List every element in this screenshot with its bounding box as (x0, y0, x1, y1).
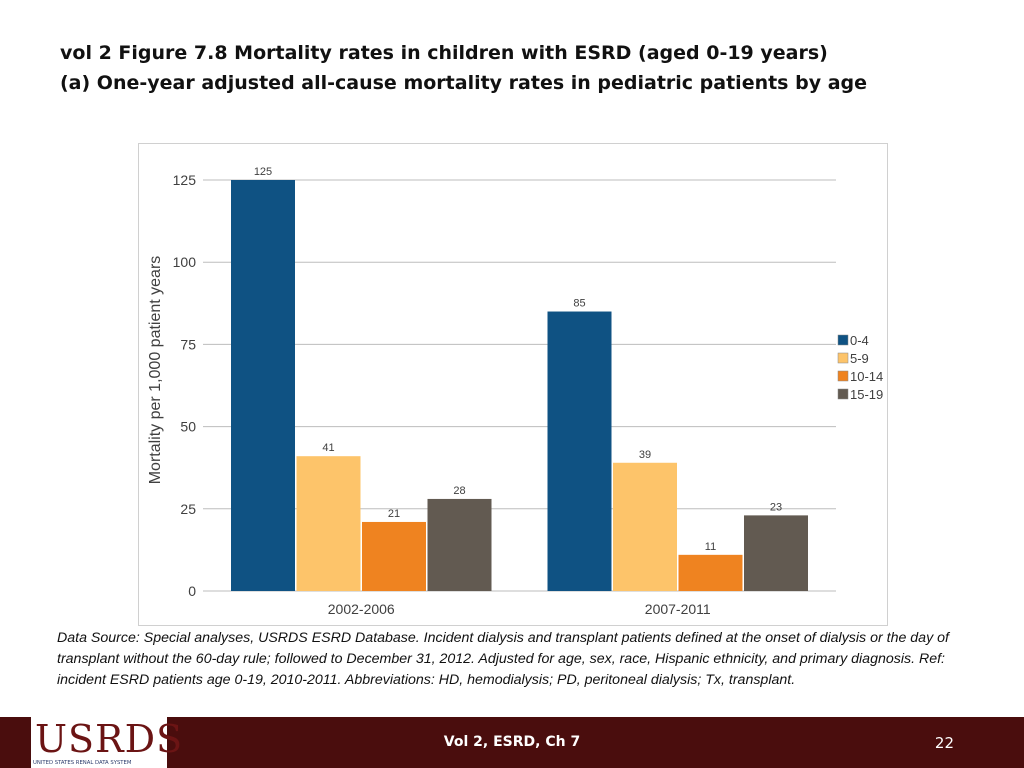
legend-swatch (837, 352, 849, 364)
footer-chapter-label: Vol 2, ESRD, Ch 7 (443, 734, 581, 750)
bar-0-4-2007-2011 (547, 311, 612, 591)
data-label: 28 (453, 485, 465, 497)
y-tick-label: 75 (180, 336, 196, 352)
slide-title: vol 2 Figure 7.8 Mortality rates in chil… (60, 38, 960, 98)
chart-frame: 0 25 50 75 100 125 Mortality per 1,000 patient… (138, 143, 888, 626)
bar-10-14-2007-2011 (678, 554, 743, 591)
data-label: 85 (573, 298, 585, 310)
bar-15-19-2007-2011 (744, 515, 808, 591)
y-tick-label: 100 (173, 254, 197, 270)
bar-0-4-2002-2006 (231, 180, 295, 591)
legend-label: 5-9 (850, 351, 869, 366)
bar-chart: 0 25 50 75 100 125 Mortality per 1,000 patient… (147, 166, 883, 617)
y-tick-label: 125 (173, 172, 197, 188)
y-tick-label: 25 (180, 501, 196, 517)
x-tick-label: 2002-2006 (328, 601, 395, 617)
bar-5-9-2007-2011 (613, 462, 677, 591)
legend-swatch (837, 370, 849, 382)
data-label: 23 (770, 501, 782, 513)
logo-subtext: UNITED STATES RENAL DATA SYSTEM (33, 760, 132, 766)
x-tick-label: 2007-2011 (645, 601, 711, 617)
usrds-logo: USRDS UNITED STATES RENAL DATA SYSTEM (31, 717, 182, 768)
data-label: 11 (705, 541, 716, 553)
data-label: 39 (639, 449, 651, 461)
logo-wordmark: USRDS (35, 717, 184, 761)
legend-label: 15-19 (850, 387, 883, 402)
page-number: 22 (934, 734, 954, 752)
legend-swatch (837, 334, 849, 346)
data-source-note: Data Source: Special analyses, USRDS ESR… (57, 630, 949, 688)
title-line-1: vol 2 Figure 7.8 Mortality rates in chil… (60, 42, 828, 64)
bar-15-19-2002-2006 (427, 498, 492, 591)
y-tick-label: 50 (180, 419, 196, 435)
y-tick-label: 0 (188, 583, 196, 599)
y-axis-label: Mortality per 1,000 patient years (147, 256, 164, 485)
data-label: 21 (388, 508, 400, 520)
title-line-2: (a) One-year adjusted all-cause mortalit… (60, 72, 868, 94)
bar-5-9-2002-2006 (296, 456, 361, 591)
legend-label: 0-4 (850, 333, 869, 348)
bar-10-14-2002-2006 (362, 521, 426, 591)
data-label: 41 (322, 442, 334, 454)
legend-label: 10-14 (850, 369, 883, 384)
footer-bar: USRDS UNITED STATES RENAL DATA SYSTEM Vo… (0, 717, 1024, 768)
data-label: 125 (254, 166, 272, 178)
legend-swatch (837, 388, 849, 400)
